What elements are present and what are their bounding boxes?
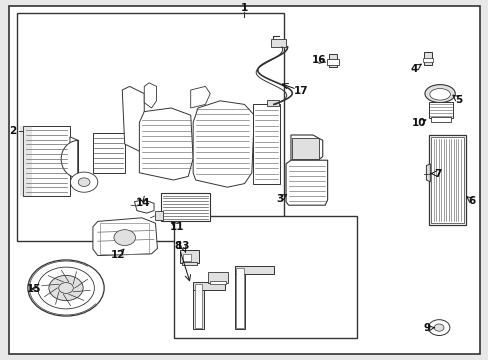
Bar bbox=[193, 283, 203, 329]
Polygon shape bbox=[139, 108, 193, 180]
Text: 11: 11 bbox=[170, 222, 184, 232]
Bar bbox=[428, 135, 465, 225]
Text: 4: 4 bbox=[409, 64, 417, 74]
Circle shape bbox=[49, 275, 83, 301]
Bar bbox=[182, 262, 196, 265]
Text: 5: 5 bbox=[455, 95, 462, 105]
Bar bbox=[193, 282, 224, 290]
Bar bbox=[430, 137, 463, 223]
Text: 6: 6 bbox=[468, 196, 475, 206]
Bar bbox=[271, 39, 285, 47]
Bar bbox=[207, 272, 228, 283]
Bar bbox=[234, 266, 245, 329]
Text: 7: 7 bbox=[433, 168, 441, 179]
Polygon shape bbox=[144, 83, 156, 108]
Bar bbox=[183, 254, 191, 261]
Bar bbox=[266, 100, 278, 106]
Circle shape bbox=[59, 283, 73, 293]
Polygon shape bbox=[93, 218, 157, 256]
Bar bbox=[291, 138, 319, 159]
Polygon shape bbox=[134, 200, 154, 213]
Circle shape bbox=[114, 230, 135, 246]
Circle shape bbox=[78, 178, 90, 186]
Bar bbox=[328, 54, 337, 67]
Bar bbox=[100, 223, 149, 254]
Bar bbox=[236, 268, 244, 328]
Bar bbox=[326, 59, 339, 65]
Polygon shape bbox=[426, 164, 429, 182]
Polygon shape bbox=[290, 135, 322, 160]
Bar bbox=[423, 58, 432, 62]
Bar bbox=[161, 193, 210, 221]
Bar bbox=[173, 216, 356, 338]
Polygon shape bbox=[190, 86, 210, 108]
Text: 1: 1 bbox=[241, 3, 247, 13]
Bar bbox=[93, 133, 124, 173]
Text: 17: 17 bbox=[293, 86, 307, 96]
Circle shape bbox=[433, 324, 443, 331]
Polygon shape bbox=[61, 140, 78, 178]
Circle shape bbox=[28, 260, 104, 316]
Polygon shape bbox=[193, 101, 254, 187]
Bar bbox=[23, 126, 70, 196]
Bar bbox=[430, 117, 450, 122]
Bar bbox=[180, 250, 198, 263]
Bar bbox=[253, 104, 280, 184]
Bar bbox=[154, 211, 163, 220]
Text: 14: 14 bbox=[136, 198, 150, 208]
Text: 9: 9 bbox=[423, 323, 430, 333]
Polygon shape bbox=[285, 160, 327, 205]
Bar bbox=[209, 281, 226, 284]
Polygon shape bbox=[70, 137, 78, 175]
Text: 15: 15 bbox=[27, 284, 41, 294]
Circle shape bbox=[70, 172, 98, 192]
Text: 3: 3 bbox=[276, 194, 283, 204]
Bar bbox=[424, 52, 431, 65]
Text: 12: 12 bbox=[111, 250, 125, 260]
Text: 10: 10 bbox=[410, 118, 425, 129]
Ellipse shape bbox=[424, 85, 454, 103]
Text: 16: 16 bbox=[311, 55, 325, 66]
Circle shape bbox=[427, 320, 449, 336]
Text: 2: 2 bbox=[9, 126, 16, 136]
Bar bbox=[428, 102, 452, 118]
Circle shape bbox=[38, 267, 94, 309]
Bar bbox=[234, 266, 273, 274]
Bar bbox=[17, 13, 283, 241]
Text: 8: 8 bbox=[175, 240, 182, 251]
Text: 13: 13 bbox=[175, 240, 190, 251]
Bar bbox=[194, 284, 202, 328]
Polygon shape bbox=[122, 86, 144, 151]
Ellipse shape bbox=[429, 89, 449, 100]
